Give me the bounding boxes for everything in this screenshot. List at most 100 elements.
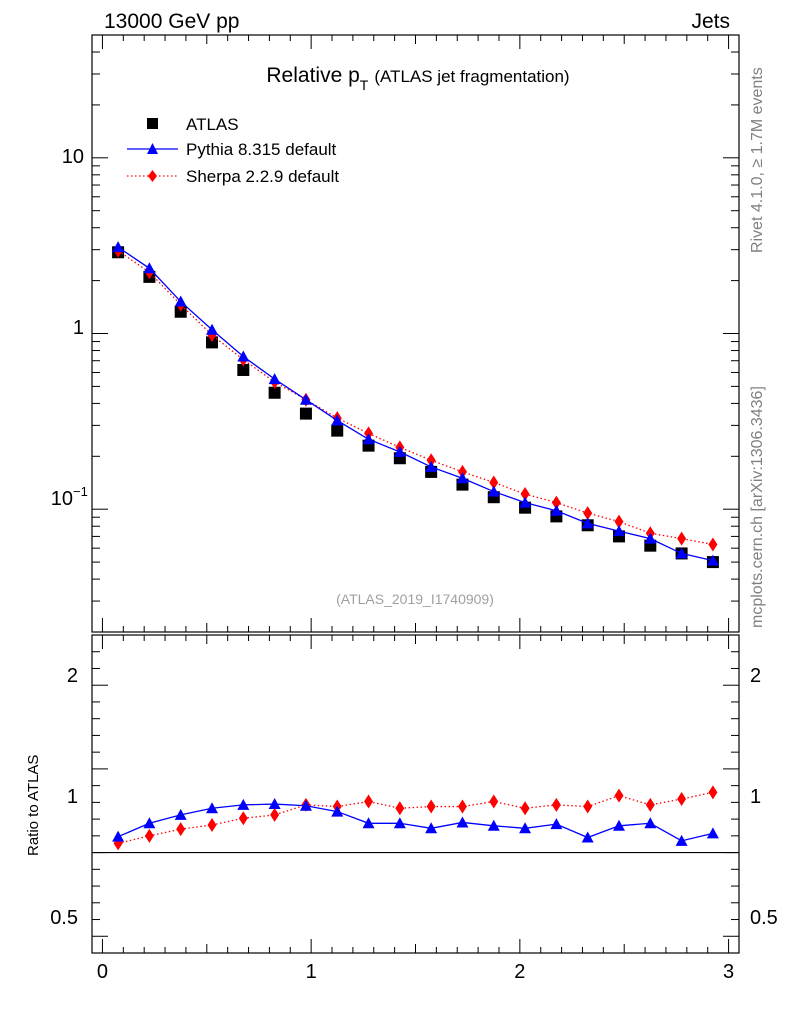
ratio-sherpa-point	[144, 828, 154, 843]
y-tick-label-0.1-base: 10	[51, 488, 73, 510]
x-tick-labels: 0 1 2 3	[97, 961, 734, 983]
source-label: mcplots.cern.ch [arXiv:1306.3436]	[749, 386, 766, 628]
main-pythia-point	[487, 485, 500, 497]
main-pythia-point	[143, 262, 156, 274]
ratio-pythia-line	[117, 803, 714, 842]
ratio-sherpa-point	[489, 794, 499, 809]
legend-pythia-label: Pythia 8.315 default	[186, 140, 337, 159]
ratio-pythia-point	[174, 808, 187, 820]
ratio-pythia-point	[644, 817, 657, 829]
main-pythia-point	[174, 295, 187, 307]
y-tick-label-0.1-exp: −1	[73, 484, 88, 499]
legend-sherpa-label: Sherpa 2.2.9 default	[186, 167, 339, 186]
y-tick-label-1: 1	[73, 317, 84, 339]
main-pythia-point	[237, 350, 250, 362]
main-sherpa-point	[708, 537, 718, 552]
ratio-pythia-point	[675, 834, 688, 846]
main-sherpa-line	[117, 250, 714, 546]
ratio-sherpa-point	[708, 785, 718, 800]
ratio-y-tick-labels-right: 2 1 0.5	[750, 665, 778, 929]
main-pythia-point	[581, 517, 594, 529]
main-pythia-point	[612, 525, 625, 537]
ratio-y-tick-0.5-right: 0.5	[750, 907, 778, 929]
analysis-id: (ATLAS_2019_I1740909)	[336, 591, 494, 607]
ratio-pythia-point	[487, 819, 500, 831]
main-pythia-point	[425, 460, 438, 472]
ratio-pythia-point	[237, 798, 250, 810]
ratio-sherpa-point	[677, 792, 687, 807]
main-pythia-point	[519, 496, 532, 508]
x-tick-label-2: 2	[514, 961, 525, 983]
ratio-pythia-point	[393, 817, 406, 829]
ratio-y-tick-2-right: 2	[750, 665, 761, 687]
main-data-layer	[112, 241, 719, 569]
main-pythia-point	[550, 504, 563, 516]
main-pythia-point	[362, 433, 375, 445]
main-atlas-point	[174, 305, 187, 318]
ratio-sherpa-point	[614, 788, 624, 803]
ratio-pythia-point	[581, 831, 594, 843]
main-pythia-point	[299, 393, 312, 405]
ratio-pythia-point	[268, 798, 281, 810]
ratio-y-tick-0.5: 0.5	[50, 907, 78, 929]
main-atlas-point	[550, 510, 563, 523]
main-pythia-point	[393, 445, 406, 457]
main-atlas-point	[268, 386, 281, 399]
ratio-pythia-point	[331, 805, 344, 817]
ratio-pythia-point	[612, 819, 625, 831]
main-pythia-point	[456, 472, 469, 484]
x-tick-label-1: 1	[306, 961, 317, 983]
ratio-sherpa-point	[645, 797, 655, 812]
ratio-sherpa-point	[583, 799, 593, 814]
main-pythia-point	[644, 532, 657, 544]
ratio-y-tick-2: 2	[67, 665, 78, 687]
ratio-y-tick-labels-left: 2 1 0.5	[50, 665, 78, 929]
main-atlas-point	[237, 363, 250, 376]
ratio-sherpa-point	[457, 799, 467, 814]
ratio-sherpa-point	[176, 822, 186, 837]
legend-atlas-label: ATLAS	[186, 115, 239, 134]
ratio-plot-frame	[91, 634, 740, 954]
ratio-sherpa-point	[364, 794, 374, 809]
ratio-sherpa-point	[270, 807, 280, 822]
main-sherpa-point	[677, 531, 687, 546]
y-tick-label-0.1: 10	[51, 488, 73, 510]
main-axis-ticks	[92, 34, 739, 633]
ratio-pythia-point	[112, 830, 125, 842]
main-pythia-point	[675, 547, 688, 559]
category-label: Jets	[691, 10, 730, 33]
ratio-y-tick-1-right: 1	[750, 786, 761, 808]
energy-label: 13000 GeV pp	[104, 10, 239, 33]
main-pythia-point	[268, 373, 281, 385]
ratio-sherpa-point	[238, 811, 248, 826]
ratio-data-layer	[112, 785, 719, 851]
rivet-label: Rivet 4.1.0, ≥ 1.7M events	[749, 67, 766, 253]
ratio-y-tick-1: 1	[67, 786, 78, 808]
ratio-pythia-point	[425, 822, 438, 834]
main-y-tick-labels: 10 1 10 −1	[51, 146, 88, 510]
ratio-sherpa-point	[207, 817, 217, 832]
ratio-axis-ticks	[92, 634, 739, 953]
ratio-pythia-point	[206, 802, 219, 814]
ratio-pythia-point	[550, 818, 563, 830]
main-pythia-point	[706, 554, 719, 566]
main-atlas-point	[299, 407, 312, 420]
legend-atlas-marker	[147, 118, 158, 129]
main-pythia-point	[331, 414, 344, 426]
main-pythia-point	[206, 323, 219, 335]
main-sherpa-point	[614, 514, 624, 529]
ratio-y-axis-label: Ratio to ATLAS	[25, 755, 42, 856]
chart-title-suffix: (ATLAS jet fragmentation)	[374, 67, 569, 86]
main-sherpa-point	[551, 495, 561, 510]
ratio-pythia-point	[299, 799, 312, 811]
y-tick-label-10: 10	[62, 146, 84, 168]
legend: ATLAS Pythia 8.315 default Sherpa 2.2.9 …	[127, 115, 339, 186]
ratio-pythia-point	[519, 822, 532, 834]
main-pythia-point	[112, 241, 125, 253]
chart-title-main: Relative p	[266, 64, 359, 87]
ratio-pythia-point	[706, 827, 719, 839]
main-atlas-point	[206, 336, 219, 349]
main-pythia-line	[117, 246, 714, 562]
ratio-sherpa-point	[426, 799, 436, 814]
